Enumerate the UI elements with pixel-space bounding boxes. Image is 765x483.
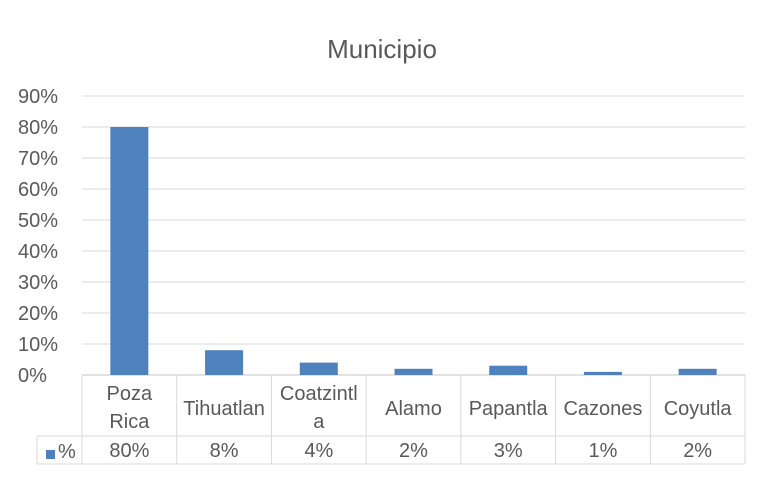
data-table-value: 8% [210,440,239,462]
y-tick-label: 20% [18,303,58,325]
category-label: Coyutla [664,398,733,420]
data-table-value: 2% [683,440,712,462]
y-tick-label: 10% [18,334,58,356]
data-table: Poza Rica 80% Tihuatlan 8% Coatzintl a 4% Alamo 2… [36,375,746,465]
category-label: a [313,411,325,433]
y-tick-label: 30% [18,272,58,294]
y-tick-label: 0% [18,365,47,387]
y-tick-label: 80% [18,117,58,139]
chart-title: Municipio [327,34,437,64]
data-table-value: 1% [588,440,617,462]
data-table-value: 2% [399,440,428,462]
bar [583,371,622,375]
category-label: Tihuatlan [183,398,265,420]
bar [205,350,244,375]
legend-label: % [58,441,76,463]
bars-layer [110,127,717,375]
y-tick-label: 60% [18,179,58,201]
category-label: Alamo [385,398,442,420]
bar [110,127,149,375]
data-table-value: 3% [494,440,523,462]
bar [678,368,717,375]
bar [394,368,433,375]
category-label: Poza [107,383,153,405]
y-tick-label: 90% [18,86,58,108]
category-label: Cazones [563,398,642,420]
legend-marker [46,450,55,459]
bar [489,365,528,375]
bar [299,362,338,375]
category-label: Coatzintl [280,383,358,405]
y-tick-label: 50% [18,210,58,232]
category-label: Rica [109,411,150,433]
category-label: Papantla [469,398,549,420]
data-table-value: 4% [304,440,333,462]
y-tick-label: 70% [18,148,58,170]
data-table-value: 80% [109,440,149,462]
y-tick-label: 40% [18,241,58,263]
